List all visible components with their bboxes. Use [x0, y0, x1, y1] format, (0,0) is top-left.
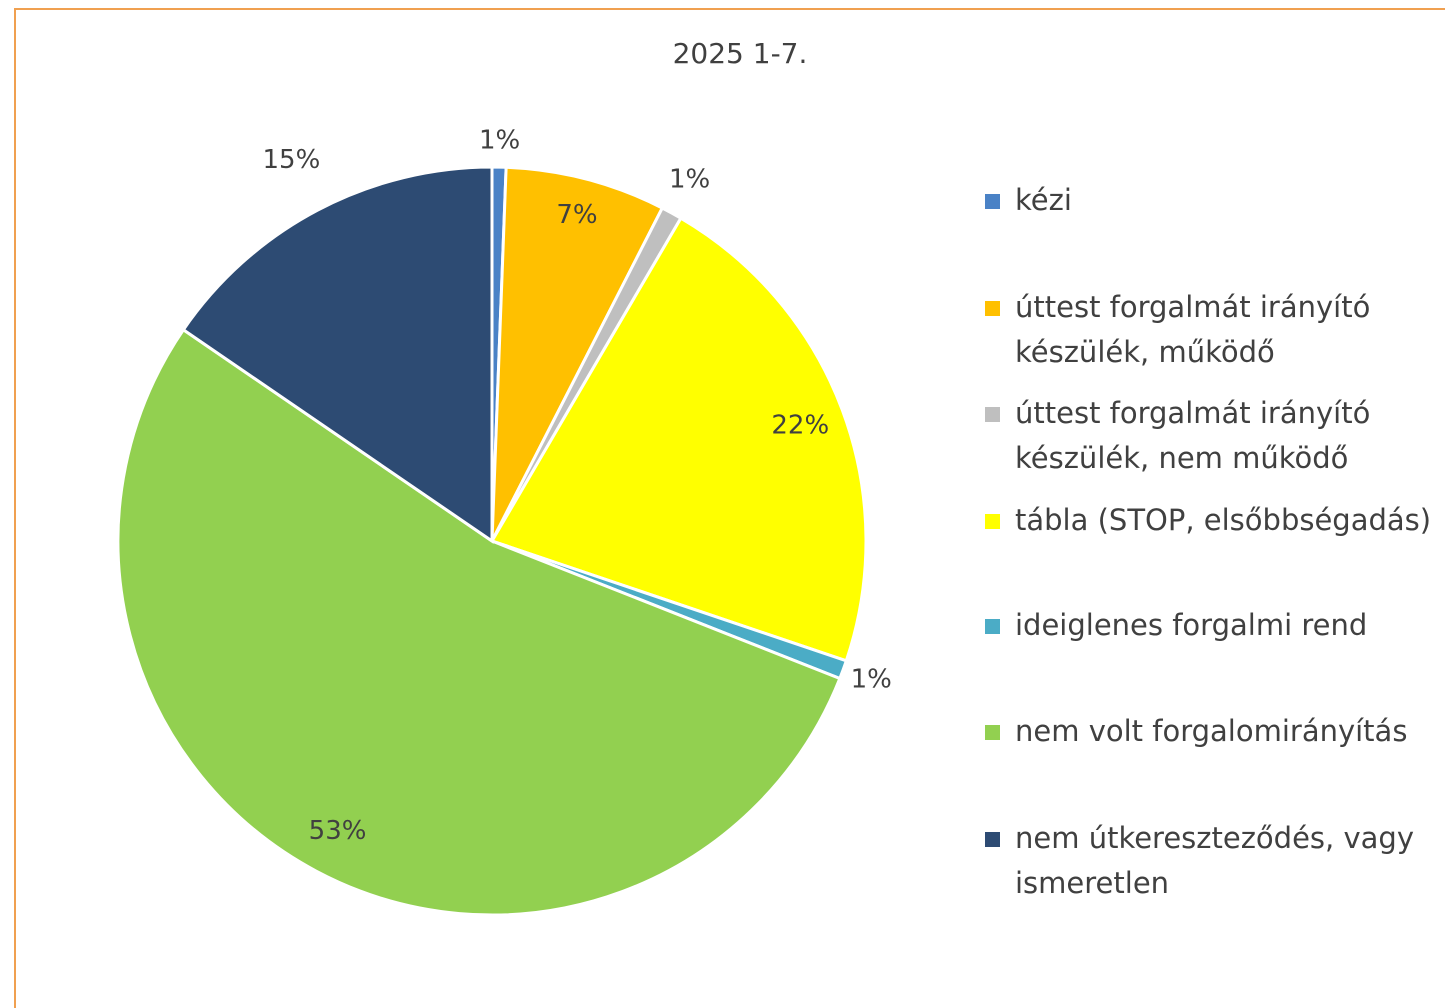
data-label: 1% — [479, 125, 520, 155]
legend-swatch — [985, 407, 1000, 422]
data-label: 15% — [262, 145, 320, 175]
data-label: 22% — [771, 410, 829, 440]
legend-label: nem volt forgalomirányítás — [1015, 714, 1408, 748]
legend-item: nem útkereszteződés, vagy ismeretlen — [985, 816, 1445, 906]
legend-item: úttest forgalmát irányító készülék, műkö… — [985, 285, 1445, 375]
data-label: 1% — [851, 665, 892, 695]
legend-label: ideiglenes forgalmi rend — [1015, 608, 1368, 642]
chart-frame — [14, 8, 1445, 1008]
legend-swatch — [985, 514, 1000, 529]
pie-slice — [181, 165, 494, 544]
data-label: 53% — [309, 816, 367, 846]
legend-item: kézi — [985, 178, 1445, 223]
legend-swatch — [985, 619, 1000, 634]
legend-label: nem útkereszteződés, vagy ismeretlen — [1015, 821, 1414, 900]
legend-swatch — [985, 301, 1000, 316]
legend-label: úttest forgalmát irányító készülék, nem … — [1015, 396, 1371, 475]
legend-label: tábla (STOP, elsőbbségadás) — [1015, 503, 1432, 537]
pie-slice — [116, 327, 842, 917]
legend-swatch — [985, 725, 1000, 740]
chart-title: 2025 1-7. — [673, 37, 808, 70]
legend-swatch — [985, 832, 1000, 847]
legend-label: kézi — [1015, 183, 1072, 217]
legend-item: nem volt forgalomirányítás — [985, 709, 1445, 754]
legend-item: úttest forgalmát irányító készülék, nem … — [985, 391, 1445, 481]
data-label: 7% — [556, 200, 597, 230]
data-label: 1% — [669, 165, 710, 195]
legend-item: ideiglenes forgalmi rend — [985, 603, 1445, 648]
legend-swatch — [985, 194, 1000, 209]
pie-slice — [490, 165, 665, 542]
legend-item: tábla (STOP, elsőbbségadás) — [985, 498, 1445, 543]
pie-slice — [489, 216, 868, 663]
legend-label: úttest forgalmát irányító készülék, műkö… — [1015, 290, 1371, 369]
